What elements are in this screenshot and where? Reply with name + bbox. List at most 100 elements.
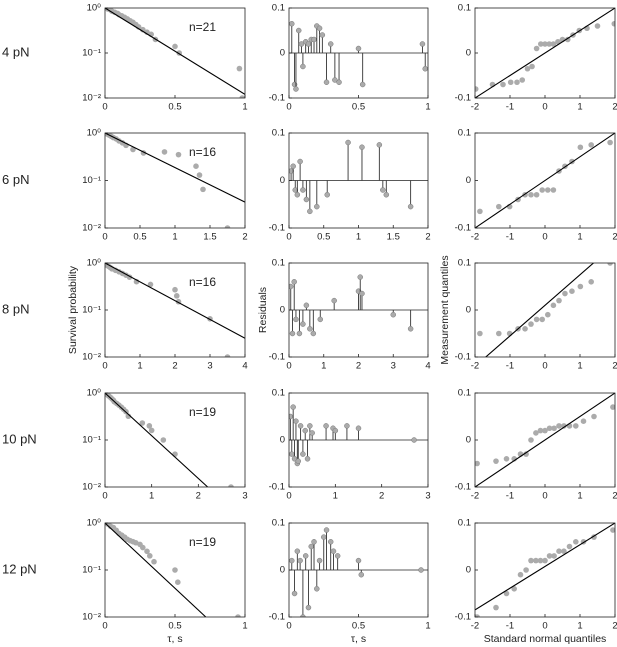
- x-tick-label: -1: [506, 361, 514, 372]
- row-label: 10 pN: [2, 431, 37, 446]
- data-point: [546, 425, 553, 432]
- annotation: n=19: [189, 405, 216, 419]
- data-point: [496, 330, 502, 337]
- stem-head: [321, 534, 327, 540]
- y-tick-label: 0.1: [458, 128, 471, 139]
- stem-head: [302, 553, 309, 559]
- data-point: [523, 567, 529, 573]
- x-tick-label: 1: [356, 232, 361, 243]
- data-point: [196, 172, 203, 178]
- data-point: [610, 527, 615, 533]
- y-tick-label: 10⁰: [87, 3, 102, 14]
- data-point: [528, 557, 534, 564]
- stem-head: [359, 144, 365, 150]
- y-tick-label: -0.1: [455, 612, 471, 623]
- x-tick-label: 0.5: [168, 102, 181, 113]
- data-point: [573, 539, 579, 545]
- data-point: [542, 427, 548, 434]
- data-point: [496, 203, 502, 210]
- x-tick-label: 0: [542, 491, 547, 502]
- data-point: [140, 544, 146, 551]
- data-point: [537, 557, 544, 564]
- stem-head: [289, 451, 295, 457]
- x-tick-label: 4: [425, 361, 430, 372]
- stem-head: [303, 196, 310, 203]
- x-tick-label: 1: [425, 621, 430, 632]
- x-tick-label: 0: [542, 361, 547, 372]
- stem-head: [300, 187, 306, 193]
- x-tick-label: 0.5: [352, 102, 365, 113]
- x-tick-label: -1: [506, 621, 514, 632]
- y-tick-label: 0.1: [272, 258, 285, 269]
- data-point: [125, 413, 132, 420]
- stem-head: [390, 311, 396, 318]
- x-tick-label: 2: [612, 232, 617, 243]
- stem-head: [293, 418, 299, 424]
- x-tick-label: 2: [425, 232, 430, 243]
- stem-head: [297, 423, 304, 429]
- x-tick-label: 2: [356, 361, 361, 372]
- data-point: [550, 41, 557, 47]
- fit-line: [475, 523, 615, 611]
- data-point: [539, 187, 545, 193]
- data-point: [477, 330, 483, 337]
- x-tick-label: 2: [612, 621, 617, 632]
- y-tick-label: 0.1: [458, 3, 471, 14]
- x-tick-label: 0: [286, 102, 291, 113]
- data-point: [151, 558, 157, 565]
- stem-head: [308, 543, 314, 550]
- stem-head: [418, 567, 424, 573]
- data-point: [519, 77, 526, 83]
- y-tick-label: -0.1: [455, 352, 471, 363]
- x-tick-label: 0: [542, 102, 547, 113]
- stem-head: [319, 32, 326, 38]
- x-tick-label: 1: [242, 102, 247, 113]
- plot-area: [477, 263, 613, 357]
- stem-head: [289, 330, 296, 337]
- fit-line: [475, 133, 615, 228]
- stem-head: [358, 571, 365, 578]
- plot-area: [105, 133, 245, 228]
- stem-head: [291, 590, 298, 597]
- y-tick-label: 10⁻¹: [82, 175, 101, 186]
- stem-head: [293, 86, 299, 92]
- x-tick-label: 1: [577, 102, 582, 113]
- stem-head: [407, 203, 414, 210]
- stem-head: [295, 458, 302, 464]
- stem-head: [357, 274, 363, 280]
- data-point: [545, 187, 551, 193]
- data-point: [607, 263, 613, 266]
- data-point: [561, 423, 567, 429]
- data-point: [533, 191, 540, 198]
- data-point: [546, 41, 552, 47]
- stem-head: [302, 427, 308, 434]
- annotation: n=16: [189, 145, 216, 159]
- stem-head: [305, 41, 312, 47]
- x-tick-label: 2: [612, 361, 617, 372]
- stem-head: [407, 326, 414, 332]
- data-point: [556, 423, 562, 429]
- data-point: [533, 430, 539, 436]
- x-tick-label: -1: [506, 232, 514, 243]
- data-point: [566, 543, 573, 550]
- x-tick-label: 2: [172, 361, 177, 372]
- x-tick-label: 1: [577, 621, 582, 632]
- y-tick-label: 10⁰: [87, 518, 102, 529]
- data-point: [161, 149, 168, 155]
- x-tick-label: 0.5: [317, 232, 330, 243]
- y-tick-label: 0: [280, 305, 285, 316]
- annotation: n=21: [189, 20, 216, 34]
- x-axis-label: Standard normal quantiles: [484, 633, 607, 645]
- y-tick-label: 0.1: [458, 388, 471, 399]
- y-tick-label: 0.1: [458, 258, 471, 269]
- data-point: [172, 451, 178, 457]
- data-point: [529, 63, 535, 70]
- data-point: [610, 404, 615, 410]
- data-point: [577, 144, 584, 151]
- data-point: [533, 557, 539, 564]
- data-point: [139, 420, 146, 426]
- data-point: [239, 95, 245, 98]
- x-tick-label: 1: [333, 491, 338, 502]
- x-tick-label: 2: [379, 491, 384, 502]
